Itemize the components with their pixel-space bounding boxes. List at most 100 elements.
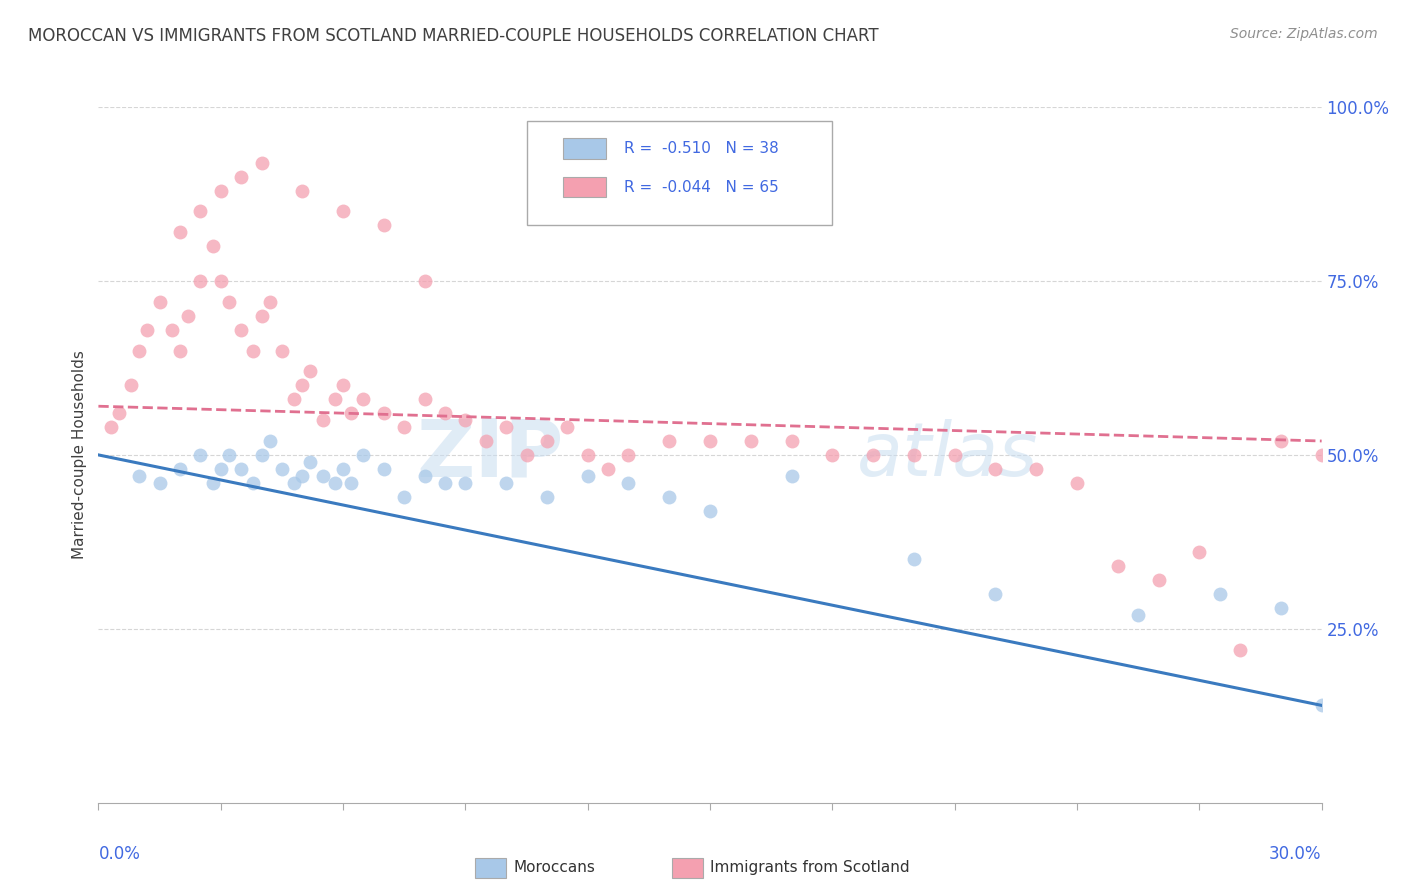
Point bbox=[291, 184, 314, 198]
Point bbox=[699, 434, 721, 448]
Point bbox=[128, 343, 150, 358]
Point bbox=[169, 225, 191, 239]
Point bbox=[536, 434, 558, 448]
FancyBboxPatch shape bbox=[526, 121, 832, 226]
Point bbox=[474, 434, 498, 448]
Point bbox=[188, 204, 212, 219]
Point bbox=[984, 462, 1007, 476]
Point bbox=[1128, 607, 1150, 622]
Text: Moroccans: Moroccans bbox=[513, 861, 595, 875]
Point bbox=[209, 462, 232, 476]
Point bbox=[242, 343, 264, 358]
Text: R =  -0.044   N = 65: R = -0.044 N = 65 bbox=[624, 179, 779, 194]
Point bbox=[312, 468, 335, 483]
Point bbox=[780, 468, 803, 483]
Point bbox=[373, 462, 395, 476]
Point bbox=[201, 475, 224, 490]
Point bbox=[576, 468, 599, 483]
Point bbox=[177, 309, 200, 323]
Point bbox=[120, 378, 142, 392]
Point bbox=[149, 475, 172, 490]
Point bbox=[209, 274, 232, 288]
Point bbox=[299, 364, 322, 378]
Point bbox=[242, 475, 264, 490]
Point bbox=[291, 378, 314, 392]
Point bbox=[340, 475, 363, 490]
Point bbox=[312, 413, 335, 427]
Point bbox=[209, 184, 232, 198]
Point bbox=[332, 204, 354, 219]
FancyBboxPatch shape bbox=[564, 138, 606, 159]
Text: R =  -0.510   N = 38: R = -0.510 N = 38 bbox=[624, 141, 779, 156]
Point bbox=[454, 413, 477, 427]
Point bbox=[536, 490, 558, 504]
Point bbox=[903, 448, 925, 462]
Point bbox=[108, 406, 131, 420]
Point bbox=[555, 420, 579, 434]
Point bbox=[270, 462, 294, 476]
Point bbox=[283, 392, 305, 407]
Point bbox=[352, 448, 374, 462]
Point bbox=[862, 448, 884, 462]
FancyBboxPatch shape bbox=[564, 177, 606, 197]
Point bbox=[250, 155, 273, 169]
Point bbox=[392, 490, 416, 504]
Point bbox=[259, 434, 281, 448]
Point bbox=[1147, 573, 1170, 587]
Point bbox=[617, 475, 640, 490]
Point bbox=[1310, 698, 1333, 713]
Point bbox=[100, 420, 122, 434]
Point bbox=[323, 392, 346, 407]
Point bbox=[250, 309, 273, 323]
Point bbox=[332, 462, 354, 476]
Point bbox=[495, 420, 517, 434]
Point bbox=[1310, 448, 1333, 462]
Point bbox=[188, 274, 212, 288]
Point bbox=[413, 468, 436, 483]
Point bbox=[270, 343, 294, 358]
Point bbox=[373, 406, 395, 420]
Point bbox=[413, 392, 436, 407]
Point bbox=[1066, 475, 1088, 490]
Y-axis label: Married-couple Households: Married-couple Households bbox=[72, 351, 87, 559]
Point bbox=[299, 455, 322, 469]
Text: Source: ZipAtlas.com: Source: ZipAtlas.com bbox=[1230, 27, 1378, 41]
Point bbox=[1188, 545, 1211, 559]
Text: MOROCCAN VS IMMIGRANTS FROM SCOTLAND MARRIED-COUPLE HOUSEHOLDS CORRELATION CHART: MOROCCAN VS IMMIGRANTS FROM SCOTLAND MAR… bbox=[28, 27, 879, 45]
Point bbox=[658, 434, 681, 448]
Point bbox=[1270, 434, 1292, 448]
Point bbox=[352, 392, 374, 407]
Text: ZIP: ZIP bbox=[416, 416, 564, 494]
Point bbox=[128, 468, 150, 483]
Point bbox=[1107, 559, 1129, 574]
Point bbox=[433, 475, 456, 490]
Point bbox=[1025, 462, 1047, 476]
Point bbox=[218, 294, 240, 309]
Point bbox=[596, 462, 619, 476]
Point bbox=[943, 448, 966, 462]
Point bbox=[413, 274, 436, 288]
Point bbox=[903, 552, 925, 566]
Point bbox=[617, 448, 640, 462]
Point bbox=[136, 323, 159, 337]
Point bbox=[201, 239, 224, 253]
Point bbox=[231, 323, 253, 337]
Point bbox=[495, 475, 517, 490]
Point bbox=[231, 169, 253, 184]
Point bbox=[699, 503, 721, 517]
Point bbox=[340, 406, 363, 420]
Point bbox=[218, 448, 240, 462]
Point bbox=[1270, 601, 1292, 615]
Point bbox=[283, 475, 305, 490]
Text: 0.0%: 0.0% bbox=[98, 845, 141, 863]
Point bbox=[454, 475, 477, 490]
Point bbox=[821, 448, 844, 462]
Point bbox=[231, 462, 253, 476]
Point bbox=[516, 448, 538, 462]
Point bbox=[250, 448, 273, 462]
Point bbox=[169, 343, 191, 358]
Point bbox=[576, 448, 599, 462]
Point bbox=[332, 378, 354, 392]
Point bbox=[160, 323, 183, 337]
Text: 30.0%: 30.0% bbox=[1270, 845, 1322, 863]
